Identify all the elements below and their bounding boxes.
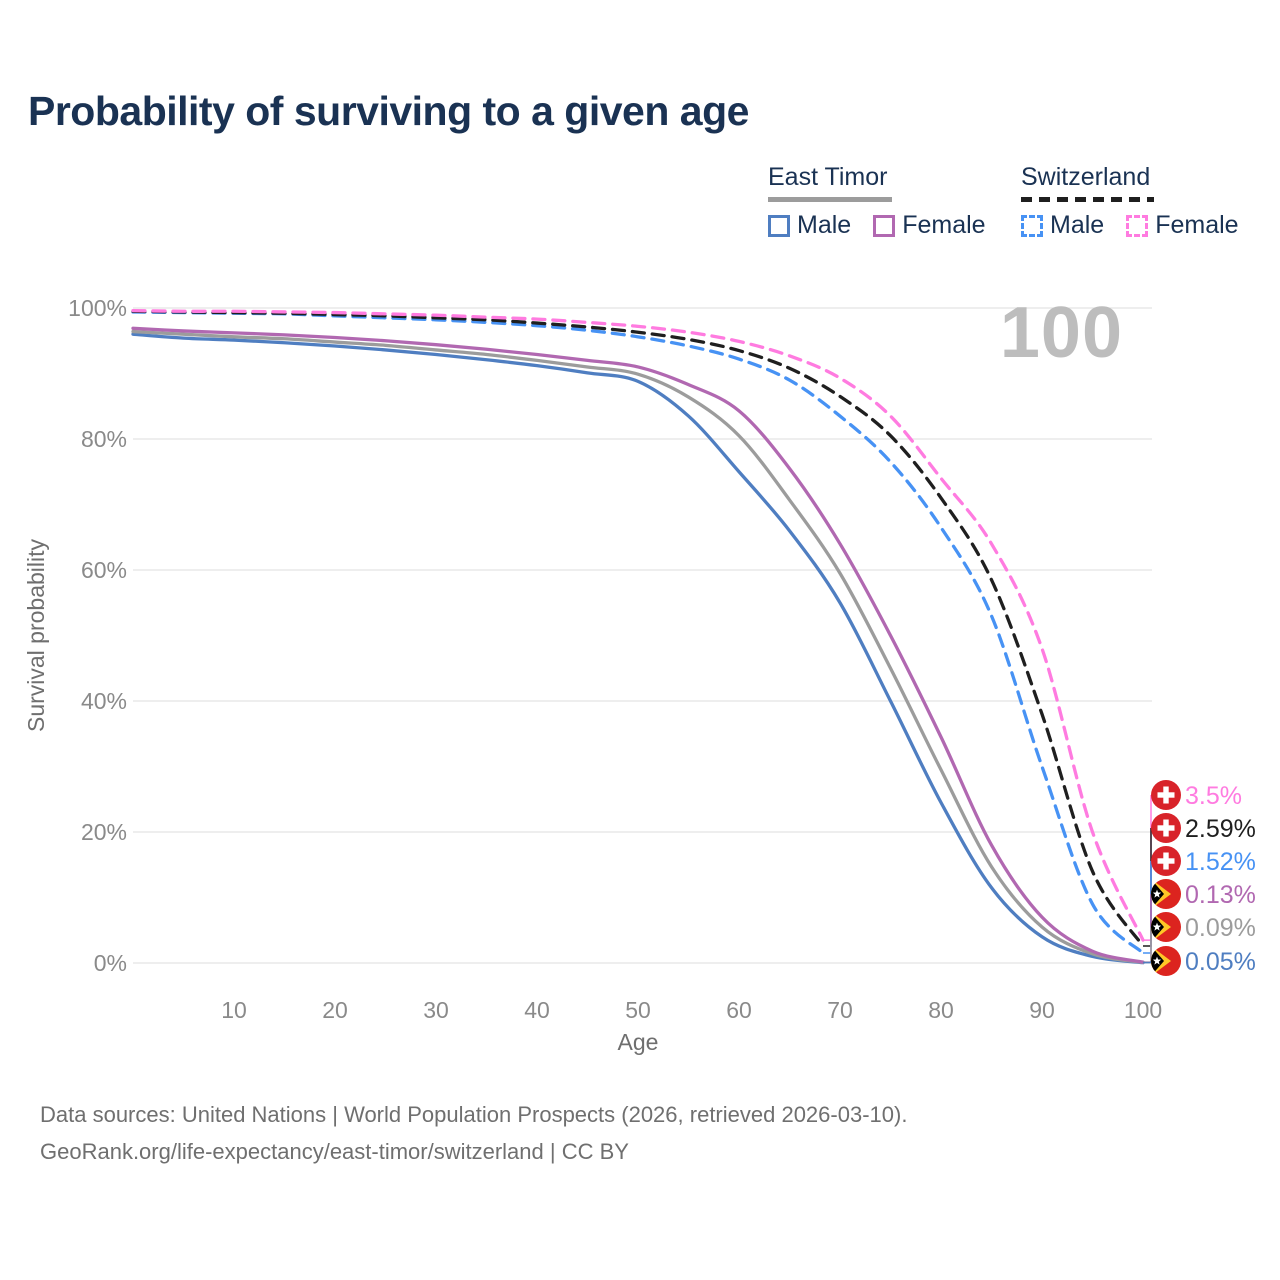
end-connector-3.5% [1143, 795, 1152, 941]
end-connector-0.05% [1143, 961, 1152, 964]
end-value-label-2.59%: 2.59% [1185, 815, 1256, 843]
x-tick-label-20: 20 [322, 997, 348, 1023]
y-tick-label-20: 20% [81, 819, 127, 845]
y-tick-label-80: 80% [81, 426, 127, 452]
legend-item-east-timor-male[interactable]: Male [768, 211, 851, 240]
east-timor-star-icon [1152, 922, 1162, 931]
x-axis-title: Age [618, 1029, 659, 1055]
series-line-east-timor [131, 329, 1145, 965]
end-value-label-3.5%: 3.5% [1185, 782, 1242, 810]
end-value-label-0.09%: 0.09% [1185, 914, 1256, 942]
x-tick-label-50: 50 [625, 997, 651, 1023]
footer-note: Data sources: United Nations | World Pop… [40, 1096, 907, 1170]
end-value-label-1.52%: 1.52% [1185, 848, 1256, 876]
series-line-switzerland-female [131, 308, 1145, 942]
x-tick-label-90: 90 [1029, 997, 1055, 1023]
x-tick-label-70: 70 [827, 997, 853, 1023]
x-tick-label-30: 30 [423, 997, 449, 1023]
legend-item-switzerland-male[interactable]: Male [1021, 211, 1104, 240]
legend-group-switzerland: Switzerland Male Female [1021, 163, 1251, 240]
legend-swatch-switzerland-female-icon[interactable] [1126, 214, 1149, 237]
y-tick-label-0: 0% [94, 950, 127, 976]
x-tick-label-100: 100 [1124, 997, 1162, 1023]
series-line-switzerland [131, 309, 1145, 948]
east-timor-star-icon [1152, 889, 1162, 898]
end-value-label-0.13%: 0.13% [1185, 881, 1256, 909]
east-timor-star-icon [1152, 956, 1162, 965]
y-tick-label-60: 60% [81, 557, 127, 583]
end-connector-0.09% [1143, 927, 1152, 964]
footer-data-sources: Data sources: United Nations | World Pop… [40, 1102, 908, 1127]
age-indicator: 100 [999, 293, 1123, 373]
legend-header-east-timor[interactable]: East Timor [768, 163, 888, 191]
x-tick-label-40: 40 [524, 997, 550, 1023]
legend-underline-east-timor [768, 197, 892, 202]
swiss-cross-icon [1163, 852, 1169, 870]
end-value-label-0.05%: 0.05% [1185, 948, 1256, 976]
legend-swatch-east-timor-female-icon[interactable] [873, 214, 896, 237]
swiss-cross-icon [1163, 786, 1169, 804]
end-connector-2.59% [1143, 828, 1152, 947]
y-tick-label-100: 100% [68, 295, 127, 321]
y-tick-label-40: 40% [81, 688, 127, 714]
series-line-east-timor-male [131, 332, 1145, 965]
y-axis-title: Survival probability [23, 538, 49, 732]
x-tick-label-80: 80 [928, 997, 954, 1023]
series-line-switzerland-male [131, 310, 1145, 955]
page-title: Probability of surviving to a given age [28, 88, 749, 134]
legend-swatch-east-timor-male-icon[interactable] [768, 214, 790, 237]
series-line-east-timor-female [131, 326, 1145, 964]
legend-item-east-timor-female[interactable]: Female [873, 211, 986, 240]
legend-item-switzerland-female[interactable]: Female [1126, 211, 1239, 240]
x-tick-label-10: 10 [221, 997, 247, 1023]
legend-underline-switzerland [1021, 197, 1154, 202]
legend-header-switzerland[interactable]: Switzerland [1021, 163, 1151, 191]
x-tick-label-60: 60 [726, 997, 752, 1023]
end-connector-0.13% [1143, 894, 1152, 963]
legend-group-east-timor: East Timor Male Female [768, 163, 998, 240]
footer-attribution: GeoRank.org/life-expectancy/east-timor/s… [40, 1139, 629, 1164]
swiss-cross-icon [1163, 819, 1169, 837]
legend-swatch-switzerland-male-icon[interactable] [1021, 214, 1043, 237]
